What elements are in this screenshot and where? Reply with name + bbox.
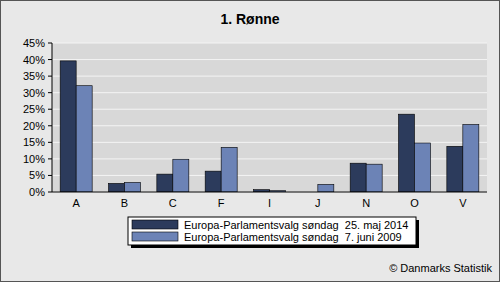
tick (48, 59, 52, 60)
tick (48, 92, 52, 93)
legend (128, 217, 416, 245)
category-label: I (268, 197, 271, 209)
bar (415, 143, 431, 192)
bar (157, 174, 173, 192)
bar (60, 61, 76, 192)
bar (173, 159, 189, 192)
tick-label: 5% (29, 169, 45, 181)
tick (48, 125, 52, 126)
tick-label: 25% (23, 103, 45, 115)
bar (221, 147, 237, 192)
grid-line (52, 92, 487, 93)
grid-line (52, 59, 487, 60)
tick (48, 43, 52, 44)
tick-label: 30% (23, 87, 45, 99)
bar (463, 124, 479, 192)
plot-area (52, 43, 487, 192)
tick (48, 158, 52, 159)
title: 1. Rønne (220, 11, 279, 27)
legend-swatch (132, 232, 178, 241)
tick-label: 15% (23, 136, 45, 148)
category-label: V (459, 197, 467, 209)
legend-label: Europa-Parlamentsvalg søndag 7. juni 200… (184, 231, 402, 243)
grid-line (52, 142, 487, 143)
tick (48, 76, 52, 77)
grid-line (52, 43, 487, 44)
category-label: B (121, 197, 128, 209)
grid-line (52, 109, 487, 110)
x-axis (52, 192, 487, 193)
tick-label: 10% (23, 153, 45, 165)
legend-label: Europa-Parlamentsvalg søndag 25. maj 201… (184, 219, 408, 231)
tick (48, 109, 52, 110)
annotation: © Danmarks Statistik (389, 262, 492, 274)
tick (48, 175, 52, 176)
grid-line (52, 192, 487, 193)
bars (60, 61, 479, 192)
grid-line (52, 125, 487, 126)
tick (48, 192, 52, 193)
category-label: A (72, 197, 80, 209)
category-label: F (218, 197, 225, 209)
legend-swatch (132, 220, 178, 229)
grid-line (52, 76, 487, 77)
bar (76, 86, 92, 192)
category-label: N (362, 197, 370, 209)
category-label: J (315, 197, 321, 209)
tick-label: 40% (23, 54, 45, 66)
background (1, 1, 500, 282)
bar (125, 182, 141, 192)
bar (366, 164, 382, 192)
tick-label: 35% (23, 70, 45, 82)
tick-label: 20% (23, 120, 45, 132)
tick (48, 142, 52, 143)
tick-label: 0% (29, 186, 45, 198)
y-axis (52, 43, 53, 192)
chart: 1. Rønne 0% 5% 10% 15% 20% 25% 30% 35% 40% 45% A B C F… (0, 0, 500, 282)
bar (205, 171, 221, 192)
bar (399, 114, 415, 192)
bar (350, 163, 366, 192)
category-label: C (169, 197, 177, 209)
bar (447, 146, 463, 192)
tick-label: 45% (23, 37, 45, 49)
bar (109, 183, 125, 192)
bar (318, 184, 334, 192)
category-label: O (410, 197, 419, 209)
